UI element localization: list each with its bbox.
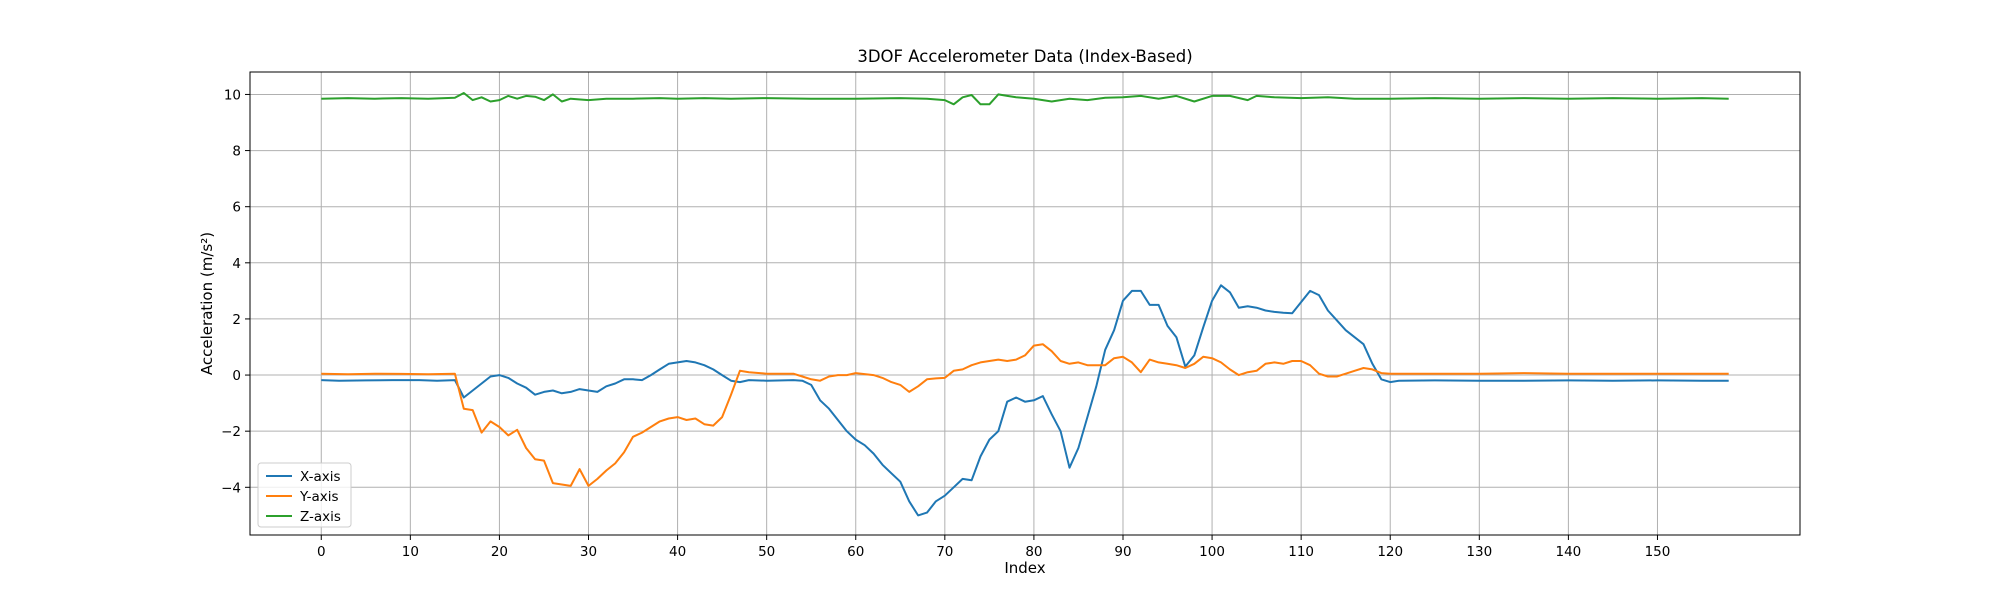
x-tick-label: 70 [936,544,953,560]
legend-label: Z-axis [300,509,341,525]
y-tick-label: 6 [232,200,241,216]
y-tick-label: 0 [232,368,241,384]
series-line-z-axis [321,92,1729,106]
legend-label: Y-axis [299,489,339,505]
y-axis-label: Acceleration (m/s²) [198,232,216,375]
x-tick-label: 50 [758,544,775,560]
legend-box [257,462,352,528]
y-tick-label: 4 [232,256,241,272]
x-tick-label: 10 [402,544,419,560]
x-tick-label: 80 [1025,544,1042,560]
legend-label: X-axis [300,469,341,485]
series-line-y-axis [321,343,1729,487]
x-tick-label: 110 [1288,544,1314,560]
y-axis-ticks: −4 −2 0 2 4 6 8 10 [221,87,250,496]
x-tick-label: 130 [1466,544,1492,560]
y-tick-label: −4 [221,480,241,496]
x-tick-label: 20 [491,544,508,560]
plot-frame [249,71,1801,536]
series-lines [321,92,1729,517]
x-tick-label: 40 [669,544,686,560]
x-tick-label: 30 [580,544,597,560]
x-tick-label: 120 [1377,544,1403,560]
legend: X-axis Y-axis Z-axis [257,462,352,528]
x-tick-label: 90 [1114,544,1131,560]
series-line-x-axis [321,284,1729,517]
y-tick-label: 8 [232,144,241,160]
y-tick-label: −2 [221,424,241,440]
x-tick-label: 60 [847,544,864,560]
x-tick-label: 140 [1556,544,1582,560]
x-tick-label: 150 [1645,544,1671,560]
chart-title: 3DOF Accelerometer Data (Index-Based) [857,47,1192,66]
x-tick-label: 100 [1199,544,1225,560]
x-axis-label: Index [1004,559,1045,577]
y-tick-label: 2 [232,312,241,328]
x-tick-label: 0 [317,544,326,560]
y-tick-label: 10 [224,87,241,103]
x-axis-ticks: 0 10 20 30 40 50 60 70 80 90 100 110 120 130 140 150 [317,535,1670,560]
